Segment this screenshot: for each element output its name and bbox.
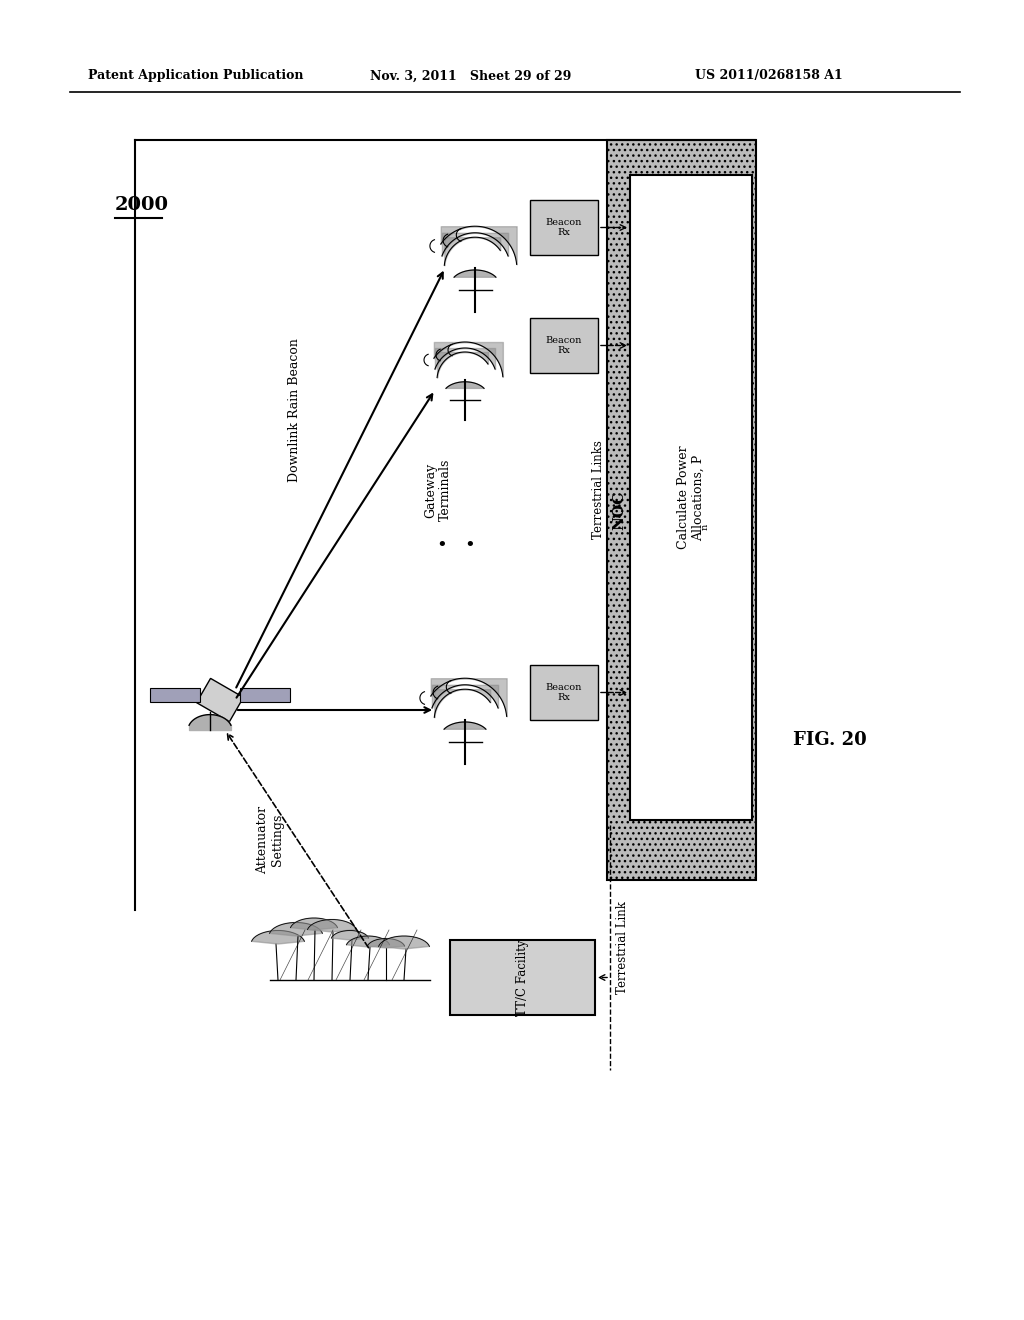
Bar	[630, 176, 752, 820]
Bar	[450, 940, 595, 1015]
Bar	[607, 140, 756, 880]
Text: NOC: NOC	[612, 490, 626, 529]
Text: Nov. 3, 2011   Sheet 29 of 29: Nov. 3, 2011 Sheet 29 of 29	[370, 70, 571, 82]
Polygon shape	[197, 678, 244, 722]
Polygon shape	[332, 931, 369, 940]
Text: 2000: 2000	[115, 195, 169, 214]
Text: Beacon
Rx: Beacon Rx	[546, 335, 583, 355]
Polygon shape	[368, 939, 404, 948]
Text: Terrestrial Links: Terrestrial Links	[592, 441, 604, 540]
Text: Downlink Rain Beacon: Downlink Rain Beacon	[289, 338, 301, 482]
Polygon shape	[240, 688, 290, 702]
Polygon shape	[307, 920, 356, 932]
Text: Calculate Power
Allocations, P: Calculate Power Allocations, P	[677, 446, 705, 549]
Polygon shape	[445, 381, 484, 388]
Polygon shape	[444, 722, 486, 729]
Polygon shape	[346, 936, 389, 946]
Polygon shape	[150, 688, 200, 702]
Text: n: n	[700, 523, 710, 529]
Polygon shape	[454, 271, 496, 277]
Polygon shape	[269, 923, 323, 936]
Text: US 2011/0268158 A1: US 2011/0268158 A1	[695, 70, 843, 82]
Text: TT/C Facility: TT/C Facility	[516, 940, 529, 1015]
Text: Beacon
Rx: Beacon Rx	[546, 218, 583, 238]
Text: Patent Application Publication: Patent Application Publication	[88, 70, 303, 82]
Polygon shape	[291, 917, 338, 931]
Text: Attenuator
Settings: Attenuator Settings	[256, 807, 284, 874]
Text: Terrestrial Link: Terrestrial Link	[615, 902, 629, 994]
Polygon shape	[252, 931, 304, 944]
Bar	[530, 665, 598, 719]
Text: FIG. 20: FIG. 20	[794, 731, 867, 748]
Text: Beacon
Rx: Beacon Rx	[546, 682, 583, 702]
Polygon shape	[379, 936, 429, 949]
Text: •   •: • •	[436, 536, 475, 554]
Bar	[530, 318, 598, 374]
Text: Gateway
Terminals: Gateway Terminals	[424, 459, 452, 521]
Bar	[530, 201, 598, 255]
